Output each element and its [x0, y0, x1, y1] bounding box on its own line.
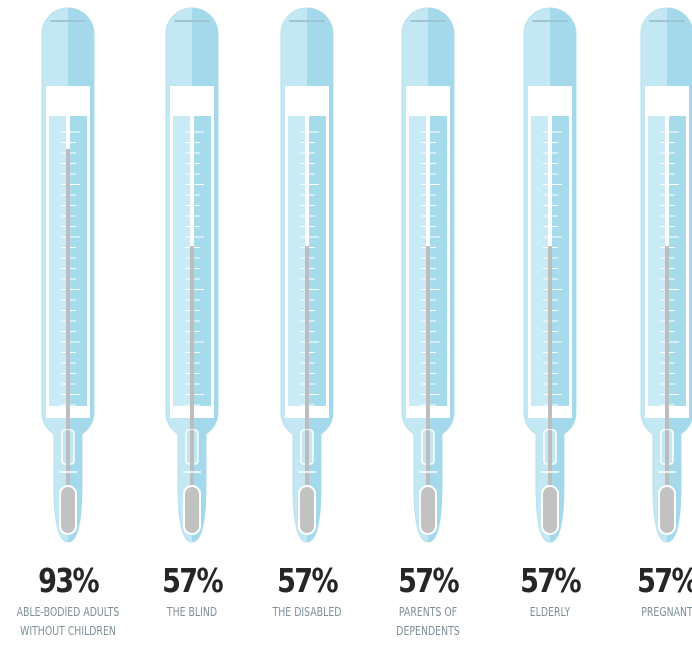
stem-mercury [665, 430, 669, 488]
mercury-column [548, 246, 552, 488]
scale-window-right [667, 116, 686, 406]
scale-window-left [49, 116, 68, 406]
category-label: THE BLIND [166, 605, 218, 619]
category-label: ELDERLY [529, 605, 571, 619]
scale-window-right [192, 116, 211, 406]
stem-mercury [426, 430, 430, 488]
mercury-column [426, 246, 430, 488]
scale-window-right [307, 116, 326, 406]
thermometer [280, 7, 334, 543]
scale-window-left [409, 116, 428, 406]
category-label: PREGNANT [641, 605, 692, 619]
scale-window-right [550, 116, 569, 406]
value-label: 93% [38, 561, 100, 600]
category-label: ABLE-BODIED ADULTS WITHOUT CHILDREN [16, 605, 120, 638]
stem-mercury [190, 430, 194, 488]
category-label: THE DISABLED [272, 605, 342, 619]
thermometer [165, 7, 219, 543]
bulb [419, 485, 437, 535]
stem-mercury [66, 430, 70, 488]
scale-window-left [531, 116, 550, 406]
value-label: 57% [398, 561, 459, 600]
thermometer [401, 7, 455, 543]
scale-window-left [288, 116, 307, 406]
scale-window-right [428, 116, 447, 406]
scale-window-left [648, 116, 667, 406]
scale-window-left [173, 116, 192, 406]
stem-mercury [548, 430, 552, 488]
value-label: 57% [162, 561, 224, 600]
bulb [541, 485, 559, 535]
mercury-column [665, 246, 669, 488]
value-label: 57% [637, 561, 692, 600]
mercury-column [190, 246, 194, 488]
scale-window-right [68, 116, 87, 406]
value-label: 57% [520, 561, 581, 600]
category-label: PARENTS OF DEPENDENTS [396, 605, 460, 638]
mercury-column [66, 148, 70, 488]
bulb [658, 485, 676, 535]
thermometer [41, 7, 95, 543]
thermometer [640, 7, 692, 543]
value-label: 57% [277, 561, 338, 600]
thermometer [523, 7, 577, 543]
bulb [59, 485, 77, 535]
mercury-column [305, 246, 309, 488]
stem-mercury [305, 430, 309, 488]
bulb [298, 485, 316, 535]
bulb [183, 485, 201, 535]
